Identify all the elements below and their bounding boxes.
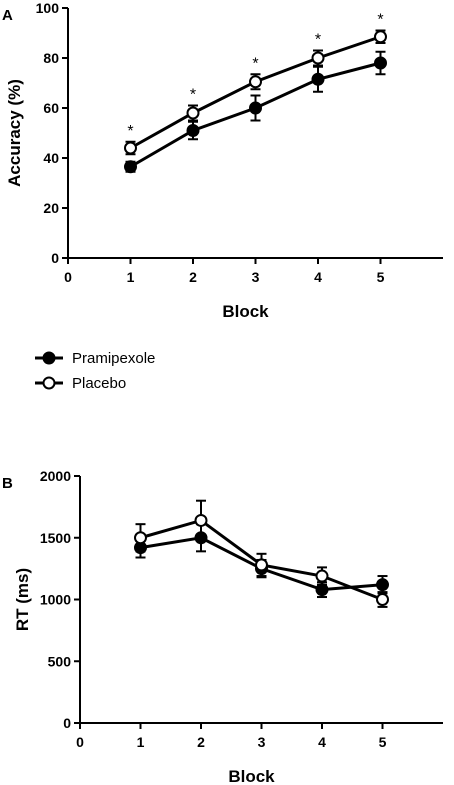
- data-point-pramipexole: [311, 72, 325, 86]
- y-tick-label: 0: [51, 250, 59, 266]
- x-axis-title: Block: [228, 767, 275, 785]
- significance-star: *: [377, 12, 383, 29]
- x-tick-label: 1: [127, 269, 135, 285]
- y-axis-title: RT (ms): [13, 568, 32, 631]
- y-tick-label: 0: [63, 715, 71, 731]
- data-point-pramipexole: [124, 160, 137, 174]
- x-tick-label: 1: [137, 734, 145, 750]
- data-point-placebo: [255, 558, 268, 572]
- panel-b: B 0 500 1000 1500 2000 0 1 2 3 4 5 Block RT (ms): [2, 468, 443, 785]
- data-point-placebo: [249, 75, 262, 89]
- x-tick-label: 4: [318, 734, 326, 750]
- y-tick-label: 2000: [40, 468, 71, 484]
- x-tick-label: 5: [377, 269, 385, 285]
- legend-label: Pramipexole: [72, 350, 155, 367]
- data-point-placebo: [315, 569, 329, 583]
- x-tick-label: 2: [189, 269, 197, 285]
- y-tick-label: 60: [43, 100, 59, 116]
- y-tick-label: 40: [43, 150, 59, 166]
- data-point-placebo: [124, 141, 137, 155]
- panel-letter: A: [2, 7, 13, 24]
- significance-star: *: [127, 123, 133, 140]
- data-point-placebo: [376, 593, 389, 606]
- significance-star: *: [252, 55, 258, 72]
- x-axis-title: Block: [222, 302, 269, 321]
- data-point-placebo: [374, 30, 387, 44]
- panel-letter: B: [2, 475, 13, 492]
- y-tick-label: 1000: [40, 592, 71, 608]
- data-point-placebo: [194, 513, 208, 527]
- significance-star: *: [190, 87, 196, 104]
- y-tick-label: 500: [48, 653, 72, 669]
- y-axis-title: Accuracy (%): [5, 79, 24, 187]
- x-tick-label: 4: [314, 269, 322, 285]
- legend-marker: [42, 376, 56, 390]
- data-point-pramipexole: [249, 101, 262, 115]
- legend-label: Placebo: [72, 375, 126, 392]
- x-tick-label: 3: [252, 269, 260, 285]
- x-tick-label: 0: [64, 269, 72, 285]
- y-tick-label: 80: [43, 50, 59, 66]
- panel-a: A 0 20 40 60 80 100 0 1 2 3 4 5 Block Accuracy (%) * * * *…: [2, 0, 443, 321]
- data-point-pramipexole: [186, 124, 200, 137]
- x-tick-label: 2: [197, 734, 205, 750]
- y-tick-label: 1500: [40, 530, 71, 546]
- significance-star: *: [315, 32, 321, 49]
- data-point-pramipexole: [374, 56, 387, 70]
- series-line-placebo: [129, 35, 381, 150]
- data-point-placebo: [186, 106, 200, 120]
- y-tick-label: 20: [43, 200, 59, 216]
- data-point-pramipexole: [315, 583, 329, 597]
- data-point-placebo: [134, 531, 147, 545]
- data-point-pramipexole: [194, 531, 208, 545]
- x-tick-label: 3: [258, 734, 266, 750]
- legend-marker: [42, 351, 56, 365]
- x-tick-label: 0: [76, 734, 84, 750]
- data-point-pramipexole: [376, 578, 389, 592]
- legend: Pramipexole Placebo: [35, 350, 155, 392]
- data-point-placebo: [311, 51, 325, 65]
- x-tick-label: 5: [379, 734, 387, 750]
- y-tick-label: 100: [36, 0, 60, 16]
